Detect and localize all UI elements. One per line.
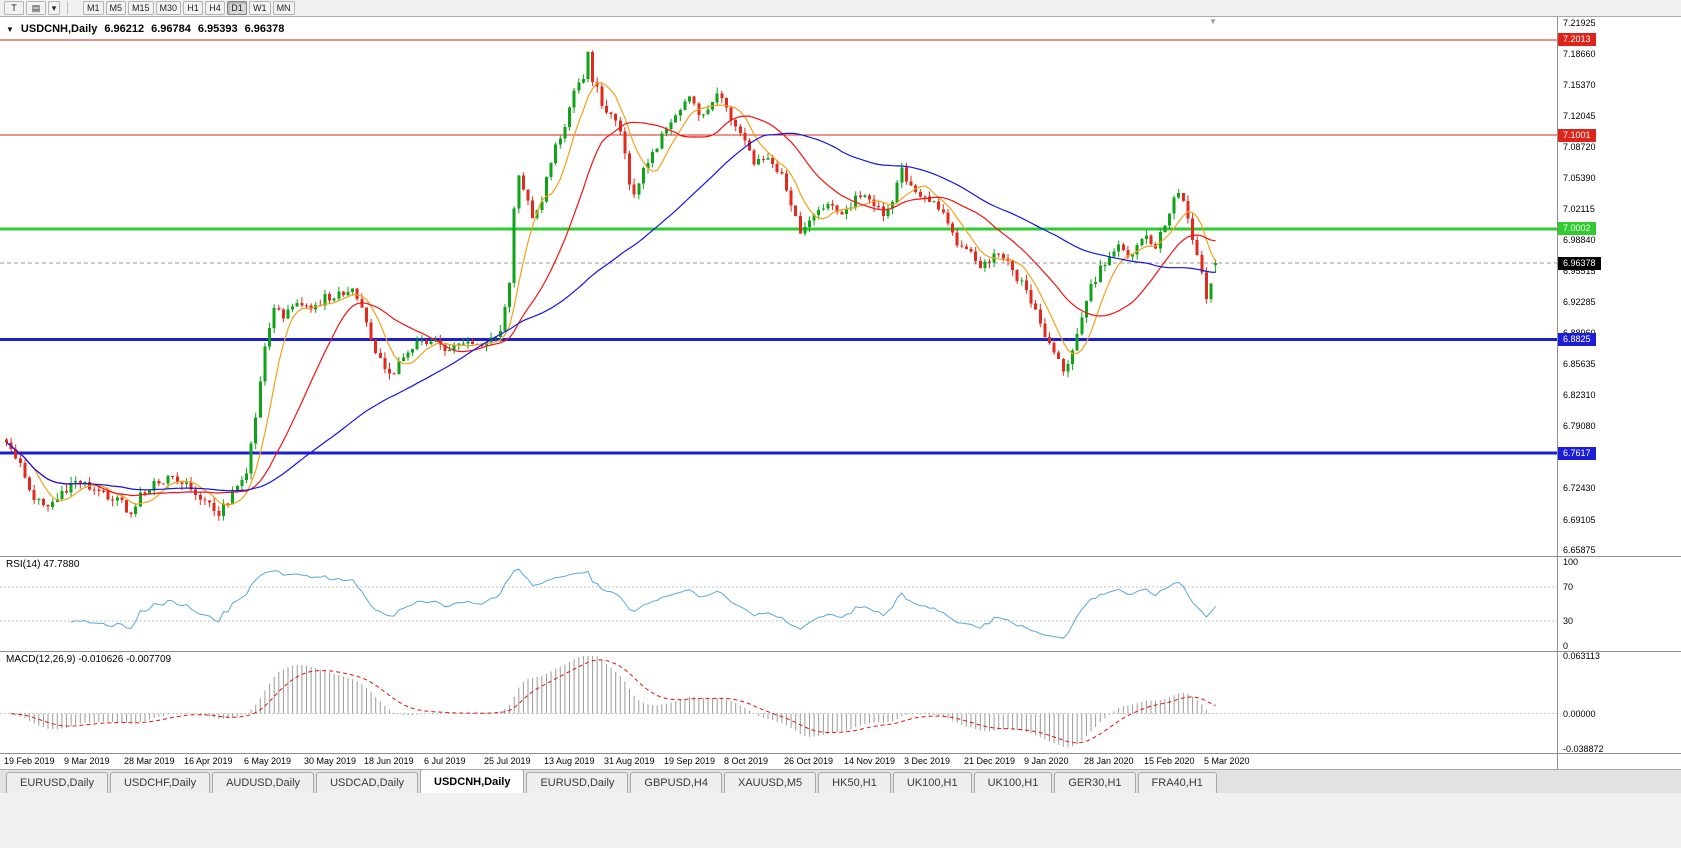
price-axis-label-11: 6.85635 xyxy=(1563,359,1596,369)
panel-separator-1[interactable] xyxy=(0,651,1681,652)
date-axis-label-10: 31 Aug 2019 xyxy=(604,756,655,766)
date-axis-label-15: 3 Dec 2019 xyxy=(904,756,951,766)
macd-axis-max: 0.063113 xyxy=(1563,651,1600,661)
toolbar: T ▤ ▾ M1 M5 M15 M30 H1 H4 D1 W1 MN xyxy=(0,0,1681,17)
rsi-indicator-label: RSI(14) 47.7880 xyxy=(6,559,80,570)
chart-tab-fra40-h1-12[interactable]: FRA40,H1 xyxy=(1137,772,1217,793)
chart-tab-usdchf-daily-1[interactable]: USDCHF,Daily xyxy=(109,772,211,793)
price-axis-label-12: 6.82310 xyxy=(1563,390,1596,400)
price-axis-label-13: 6.79080 xyxy=(1563,421,1596,431)
hline-price-badge-4: 6.7617 xyxy=(1558,447,1596,460)
date-axis-label-6: 18 Jun 2019 xyxy=(364,756,414,766)
chart-symbol-label: USDCNH,Daily xyxy=(20,23,98,35)
ohlc-open: 6.96212 xyxy=(104,23,145,35)
chart-tab-gbpusd-h4-6[interactable]: GBPUSD,H4 xyxy=(630,772,722,793)
date-axis-label-4: 6 May 2019 xyxy=(244,756,292,766)
price-axis-label-0: 7.21925 xyxy=(1563,18,1596,28)
date-axis-label-20: 5 Mar 2020 xyxy=(1204,756,1250,766)
timeframe-button-w1[interactable]: W1 xyxy=(249,1,271,15)
date-axis-label-14: 14 Nov 2019 xyxy=(844,756,896,766)
date-axis-label-17: 9 Jan 2020 xyxy=(1024,756,1069,766)
chart-tab-usdcnh-daily-4[interactable]: USDCNH,Daily xyxy=(420,769,525,793)
toolbar-separator xyxy=(67,2,68,14)
date-axis-label-16: 21 Dec 2019 xyxy=(964,756,1016,766)
date-axis-label-7: 6 Jul 2019 xyxy=(424,756,466,766)
price-axis-divider xyxy=(1557,17,1558,769)
macd-axis-min: -0.038872 xyxy=(1563,744,1604,754)
macd-chart-canvas[interactable] xyxy=(0,652,1557,753)
date-axis-label-5: 30 May 2019 xyxy=(304,756,357,766)
date-axis-label-2: 28 Mar 2019 xyxy=(124,756,175,766)
rsi-axis-label-3: 0 xyxy=(1563,641,1569,651)
macd-indicator-label: MACD(12,26,9) -0.010626 -0.007709 xyxy=(6,654,172,665)
chart-tab-hk50-h1-8[interactable]: HK50,H1 xyxy=(818,772,891,793)
current-price-badge: 6.96378 xyxy=(1558,257,1601,270)
price-axis-label-8: 6.95515 xyxy=(1563,266,1596,276)
timeframe-button-m15[interactable]: M15 xyxy=(128,1,154,15)
date-axis-label-12: 8 Oct 2019 xyxy=(724,756,769,766)
price-axis-label-1: 7.18660 xyxy=(1563,49,1596,59)
hline-price-badge-2: 7.0002 xyxy=(1558,222,1596,235)
chart-title: ▼ USDCNH,Daily 6.96212 6.96784 6.95393 6… xyxy=(6,23,284,35)
price-axis-label-17: 6.65875 xyxy=(1563,545,1596,555)
chart-tab-eurusd-daily-5[interactable]: EURUSD,Daily xyxy=(526,772,629,793)
price-axis-label-6: 7.02115 xyxy=(1563,204,1595,214)
hline-price-badge-3: 6.8825 xyxy=(1558,333,1596,346)
ohlc-high: 6.96784 xyxy=(151,23,191,35)
macd-axis-zero: 0.00000 xyxy=(1563,709,1596,719)
chart-tab-bar: EURUSD,Daily USDCHF,Daily AUDUSD,Daily USDC… xyxy=(0,769,1681,793)
timeframe-button-d1[interactable]: D1 xyxy=(227,1,248,15)
timeframe-button-m1[interactable]: M1 xyxy=(83,1,104,15)
timeframe-button-mn[interactable]: MN xyxy=(272,1,295,15)
t-tool-button[interactable]: T xyxy=(4,1,24,15)
price-axis-label-9: 6.92285 xyxy=(1563,297,1596,307)
price-chart-canvas[interactable] xyxy=(0,17,1557,556)
chart-tab-usdcad-daily-3[interactable]: USDCAD,Daily xyxy=(316,772,419,793)
timeframe-button-m30[interactable]: M30 xyxy=(155,1,182,15)
date-axis-label-9: 13 Aug 2019 xyxy=(544,756,595,766)
date-axis-label-13: 26 Oct 2019 xyxy=(784,756,834,766)
chart-tab-audusd-daily-2[interactable]: AUDUSD,Daily xyxy=(212,772,315,793)
date-axis-label-1: 9 Mar 2019 xyxy=(64,756,110,766)
chart-tab-uk100-h1-9[interactable]: UK100,H1 xyxy=(892,772,972,793)
timeframe-button-m5[interactable]: M5 xyxy=(105,1,127,15)
rsi-chart-canvas[interactable] xyxy=(0,557,1557,651)
price-axis-label-16: 6.69105 xyxy=(1563,515,1596,525)
date-axis-label-19: 15 Feb 2020 xyxy=(1144,756,1195,766)
rsi-axis-label-1: 70 xyxy=(1563,582,1574,592)
date-axis-label-0: 19 Feb 2019 xyxy=(4,756,55,766)
date-axis-label-8: 25 Jul 2019 xyxy=(484,756,531,766)
price-axis-label-15: 6.72430 xyxy=(1563,483,1596,493)
chart-tab-uk100-h1-10[interactable]: UK100,H1 xyxy=(973,772,1053,793)
ohlc-close: 6.96378 xyxy=(244,23,285,35)
timeframe-group: M1 M5 M15 M30 H1 H4 D1 W1 MN xyxy=(83,1,295,15)
chart-mode-icon[interactable]: ▤ xyxy=(26,1,46,15)
chevron-down-icon[interactable]: ▾ xyxy=(48,1,60,15)
chart-shift-marker-icon[interactable]: ▼ xyxy=(1209,17,1217,26)
date-axis-label-18: 28 Jan 2020 xyxy=(1084,756,1134,766)
chart-tab-ger30-h1-11[interactable]: GER30,H1 xyxy=(1054,772,1136,793)
chart-tab-eurusd-daily-0[interactable]: EURUSD,Daily xyxy=(6,772,108,793)
date-axis-label-3: 16 Apr 2019 xyxy=(184,756,233,766)
collapse-arrow-icon[interactable]: ▼ xyxy=(6,24,14,34)
rsi-axis-label-2: 30 xyxy=(1563,616,1574,626)
bottom-filler xyxy=(0,793,1681,848)
price-axis-label-5: 7.05390 xyxy=(1563,173,1596,183)
timeframe-button-h4[interactable]: H4 xyxy=(205,1,226,15)
rsi-axis-label-0: 100 xyxy=(1563,557,1579,567)
hline-price-badge-0: 7.2013 xyxy=(1558,33,1596,46)
price-axis-label-3: 7.12045 xyxy=(1563,111,1596,121)
hline-price-badge-1: 7.1001 xyxy=(1558,129,1596,142)
panel-separator-2[interactable] xyxy=(0,753,1681,754)
date-axis-label-11: 19 Sep 2019 xyxy=(664,756,716,766)
price-axis-label-2: 7.15370 xyxy=(1563,80,1596,90)
price-axis-label-4: 7.08720 xyxy=(1563,142,1596,152)
ohlc-low: 6.95393 xyxy=(197,23,238,35)
chart-region[interactable]: ▼ USDCNH,Daily 6.96212 6.96784 6.95393 6… xyxy=(0,17,1681,769)
timeframe-button-h1[interactable]: H1 xyxy=(183,1,204,15)
price-axis-label-7: 6.98840 xyxy=(1563,235,1596,245)
panel-separator-0[interactable] xyxy=(0,556,1681,557)
chart-tab-xauusd-m5-7[interactable]: XAUUSD,M5 xyxy=(723,772,817,793)
